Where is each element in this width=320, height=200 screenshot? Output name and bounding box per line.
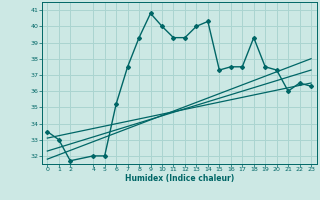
X-axis label: Humidex (Indice chaleur): Humidex (Indice chaleur) bbox=[124, 174, 234, 183]
